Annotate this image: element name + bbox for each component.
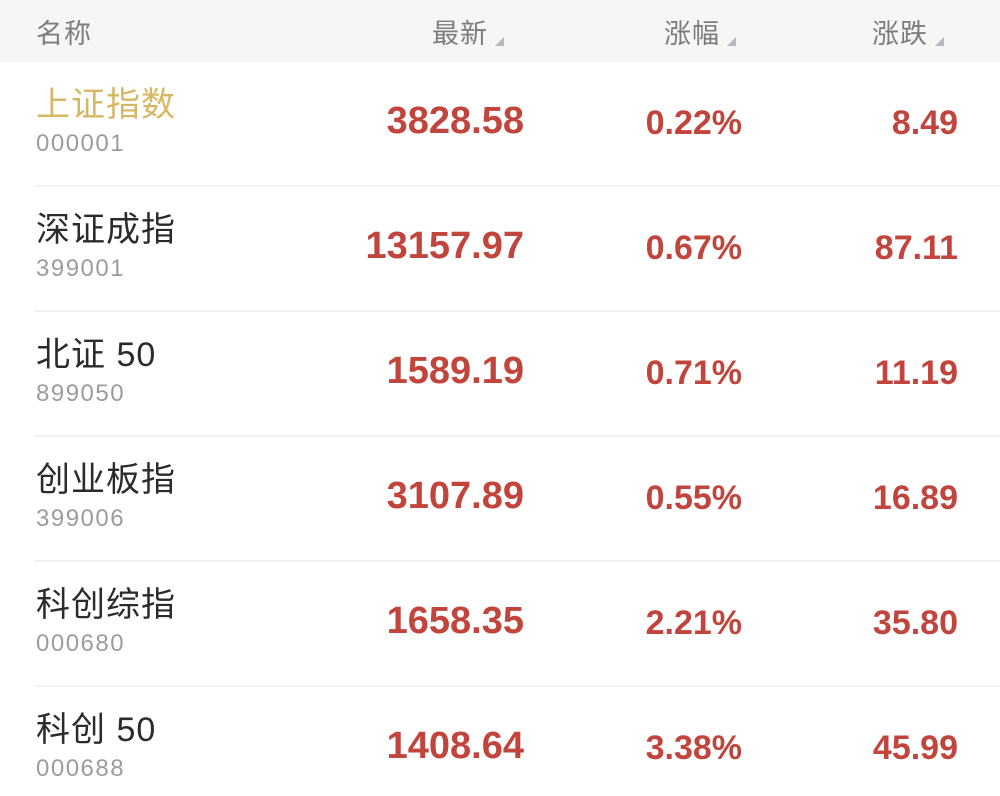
row-divider <box>34 560 1000 562</box>
latest-price: 3107.89 <box>386 475 524 517</box>
column-header-change-pct[interactable]: 涨幅 <box>664 12 736 51</box>
row-divider <box>34 310 1000 312</box>
index-identity: 深证成指 399001 <box>36 211 336 283</box>
index-name: 北证 50 <box>36 336 157 374</box>
change-value: 16.89 <box>872 479 958 517</box>
row-divider <box>34 185 1000 187</box>
index-name: 科创 50 <box>36 711 157 749</box>
index-name: 上证指数 <box>36 86 176 124</box>
column-header-change[interactable]: 涨跌 <box>872 12 944 51</box>
index-identity: 上证指数 000001 <box>36 86 336 158</box>
change-percent: 0.22% <box>645 104 742 142</box>
table-row[interactable]: 创业板指 399006 3107.89 0.55% 16.89 <box>0 437 1000 562</box>
index-identity: 科创综指 000680 <box>36 586 336 658</box>
change-percent: 0.55% <box>645 479 742 517</box>
change-value: 8.49 <box>891 104 958 142</box>
latest-price: 3828.58 <box>386 100 524 142</box>
index-identity: 北证 50 899050 <box>36 336 336 408</box>
row-divider <box>34 685 1000 687</box>
column-header-latest-label: 最新 <box>432 18 488 49</box>
change-value: 35.80 <box>872 604 958 642</box>
sort-caret-icon <box>727 36 736 46</box>
column-header-latest[interactable]: 最新 <box>432 12 504 51</box>
row-divider <box>34 435 1000 437</box>
index-code: 000001 <box>36 130 126 158</box>
index-name: 深证成指 <box>36 211 176 249</box>
index-identity: 科创 50 000688 <box>36 711 336 783</box>
latest-price: 1589.19 <box>386 350 524 392</box>
sort-caret-icon <box>495 36 504 46</box>
column-header-change-label: 涨跌 <box>872 18 928 49</box>
column-header-name-label: 名称 <box>36 18 92 49</box>
index-code: 000680 <box>36 630 126 658</box>
index-name: 科创综指 <box>36 586 176 624</box>
change-value: 87.11 <box>874 229 958 267</box>
table-row[interactable]: 科创 50 000688 1408.64 3.38% 45.99 <box>0 687 1000 796</box>
change-value: 45.99 <box>872 729 958 767</box>
table-header: 名称 最新 涨幅 涨跌 <box>0 0 1000 62</box>
change-percent: 3.38% <box>645 729 742 767</box>
change-percent: 2.21% <box>645 604 742 642</box>
sort-caret-icon <box>935 36 944 46</box>
column-header-change-pct-label: 涨幅 <box>664 18 720 49</box>
change-percent: 0.67% <box>645 229 742 267</box>
index-code: 000688 <box>36 755 126 783</box>
index-code: 899050 <box>36 380 126 408</box>
latest-price: 1658.35 <box>386 600 524 642</box>
index-code: 399006 <box>36 505 126 533</box>
latest-price: 1408.64 <box>386 725 524 767</box>
quote-list: 上证指数 000001 3828.58 0.22% 8.49 6 深证成指 39… <box>0 62 1000 796</box>
index-code: 399001 <box>36 255 126 283</box>
change-value: 11.19 <box>874 354 958 392</box>
index-identity: 创业板指 399006 <box>36 461 336 533</box>
table-row[interactable]: 北证 50 899050 1589.19 0.71% 11.19 <box>0 312 1000 437</box>
table-row[interactable]: 科创综指 000680 1658.35 2.21% 35.80 <box>0 562 1000 687</box>
index-name: 创业板指 <box>36 461 176 499</box>
change-percent: 0.71% <box>645 354 742 392</box>
table-row[interactable]: 深证成指 399001 13157.97 0.67% 87.11 1 <box>0 187 1000 312</box>
latest-price: 13157.97 <box>365 225 525 267</box>
column-header-name[interactable]: 名称 <box>36 12 92 51</box>
table-row[interactable]: 上证指数 000001 3828.58 0.22% 8.49 6 <box>0 62 1000 187</box>
